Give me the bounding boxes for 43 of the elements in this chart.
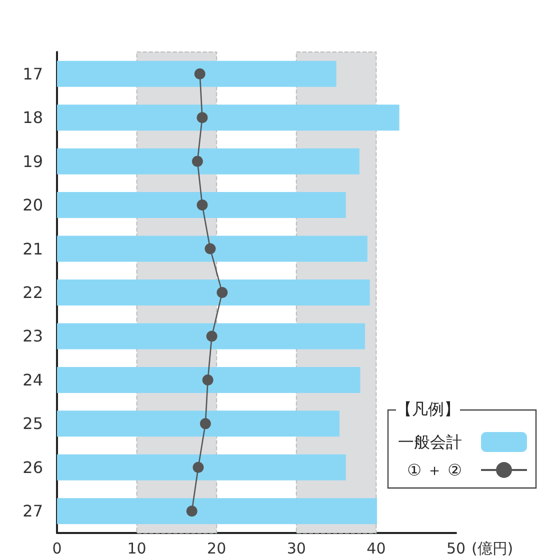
bar	[57, 60, 336, 87]
y-tick-label: 22	[22, 283, 43, 302]
x-tick-label: 40	[366, 540, 386, 556]
point	[204, 243, 216, 254]
x-axis-title: (億円)	[471, 540, 514, 556]
x-tick-label: 10	[127, 540, 146, 556]
x-tick-label: 20	[207, 540, 226, 556]
x-tick-label: 30	[286, 540, 306, 556]
bar	[57, 323, 366, 350]
x-tick-label: 50	[446, 540, 466, 556]
point	[194, 68, 206, 80]
bar	[57, 236, 368, 262]
point	[192, 156, 203, 167]
point	[216, 287, 228, 298]
y-tick-label: 27	[22, 502, 43, 521]
bar	[57, 366, 360, 393]
bar	[57, 192, 346, 218]
point	[206, 330, 218, 342]
y-tick-label: 21	[22, 239, 43, 258]
y-tick-label: 19	[22, 152, 43, 171]
y-tick-label: 24	[22, 370, 43, 390]
bar	[57, 104, 400, 131]
y-tick-label: 25	[22, 414, 43, 434]
bar	[57, 280, 370, 306]
point	[200, 418, 211, 430]
legend-label: 一般会計	[398, 432, 462, 452]
y-tick-label: 26	[22, 458, 43, 477]
bar	[57, 148, 360, 174]
legend-title: 【凡例】	[396, 400, 460, 418]
bar	[57, 410, 340, 437]
bar	[57, 498, 377, 524]
y-tick-label: 18	[22, 108, 43, 128]
y-tick-label: 20	[22, 196, 43, 215]
x-tick-label: 0	[52, 540, 62, 556]
y-tick-label: 23	[22, 326, 43, 346]
legend-label: ① ＋ ②	[407, 460, 462, 480]
point	[202, 374, 214, 386]
point	[196, 200, 208, 211]
point	[186, 506, 198, 517]
point	[196, 112, 208, 124]
point	[192, 462, 204, 473]
y-tick-label: 17	[22, 64, 43, 84]
bar	[57, 454, 346, 480]
